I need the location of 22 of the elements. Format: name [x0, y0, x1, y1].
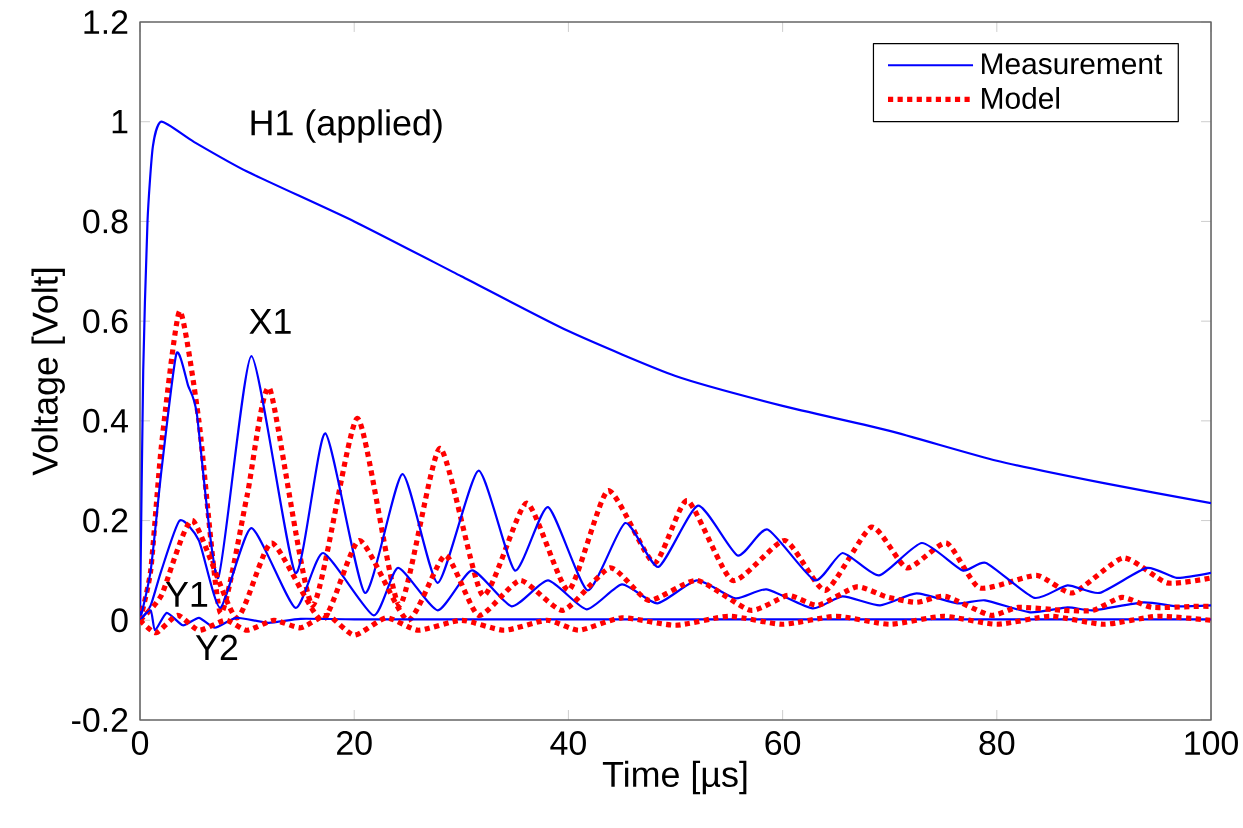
y-tick-label: 0: [111, 608, 128, 633]
y-tick-label: 0.6: [83, 309, 128, 334]
annotation: Y2: [195, 634, 238, 660]
x-tick-label: 40: [550, 731, 586, 756]
legend-label: Model: [982, 87, 1059, 109]
annotation: Y1: [165, 582, 208, 607]
y-tick-label: 1: [112, 110, 128, 134]
y-tick-label: 0.8: [83, 209, 128, 234]
y-tick-label: 0.4: [83, 408, 128, 433]
y-axis-title: Voltage [Volt]: [31, 268, 65, 476]
y-tick-label: 1.2: [84, 10, 128, 34]
annotation: X1: [249, 309, 291, 334]
y-tick-label: 0.2: [83, 508, 128, 533]
x-tick-label: 80: [979, 731, 1015, 756]
legend-label: Measurement: [982, 53, 1163, 75]
x-tick-label: 0: [131, 731, 149, 756]
annotation: H1 (applied): [251, 109, 442, 143]
x-tick-label: 100: [1185, 731, 1238, 756]
x-tick-label: 60: [765, 731, 801, 756]
y-tick-label: -0.2: [72, 708, 128, 732]
x-axis-title: Time [µs]: [602, 760, 747, 795]
x-tick-label: 20: [337, 731, 372, 756]
